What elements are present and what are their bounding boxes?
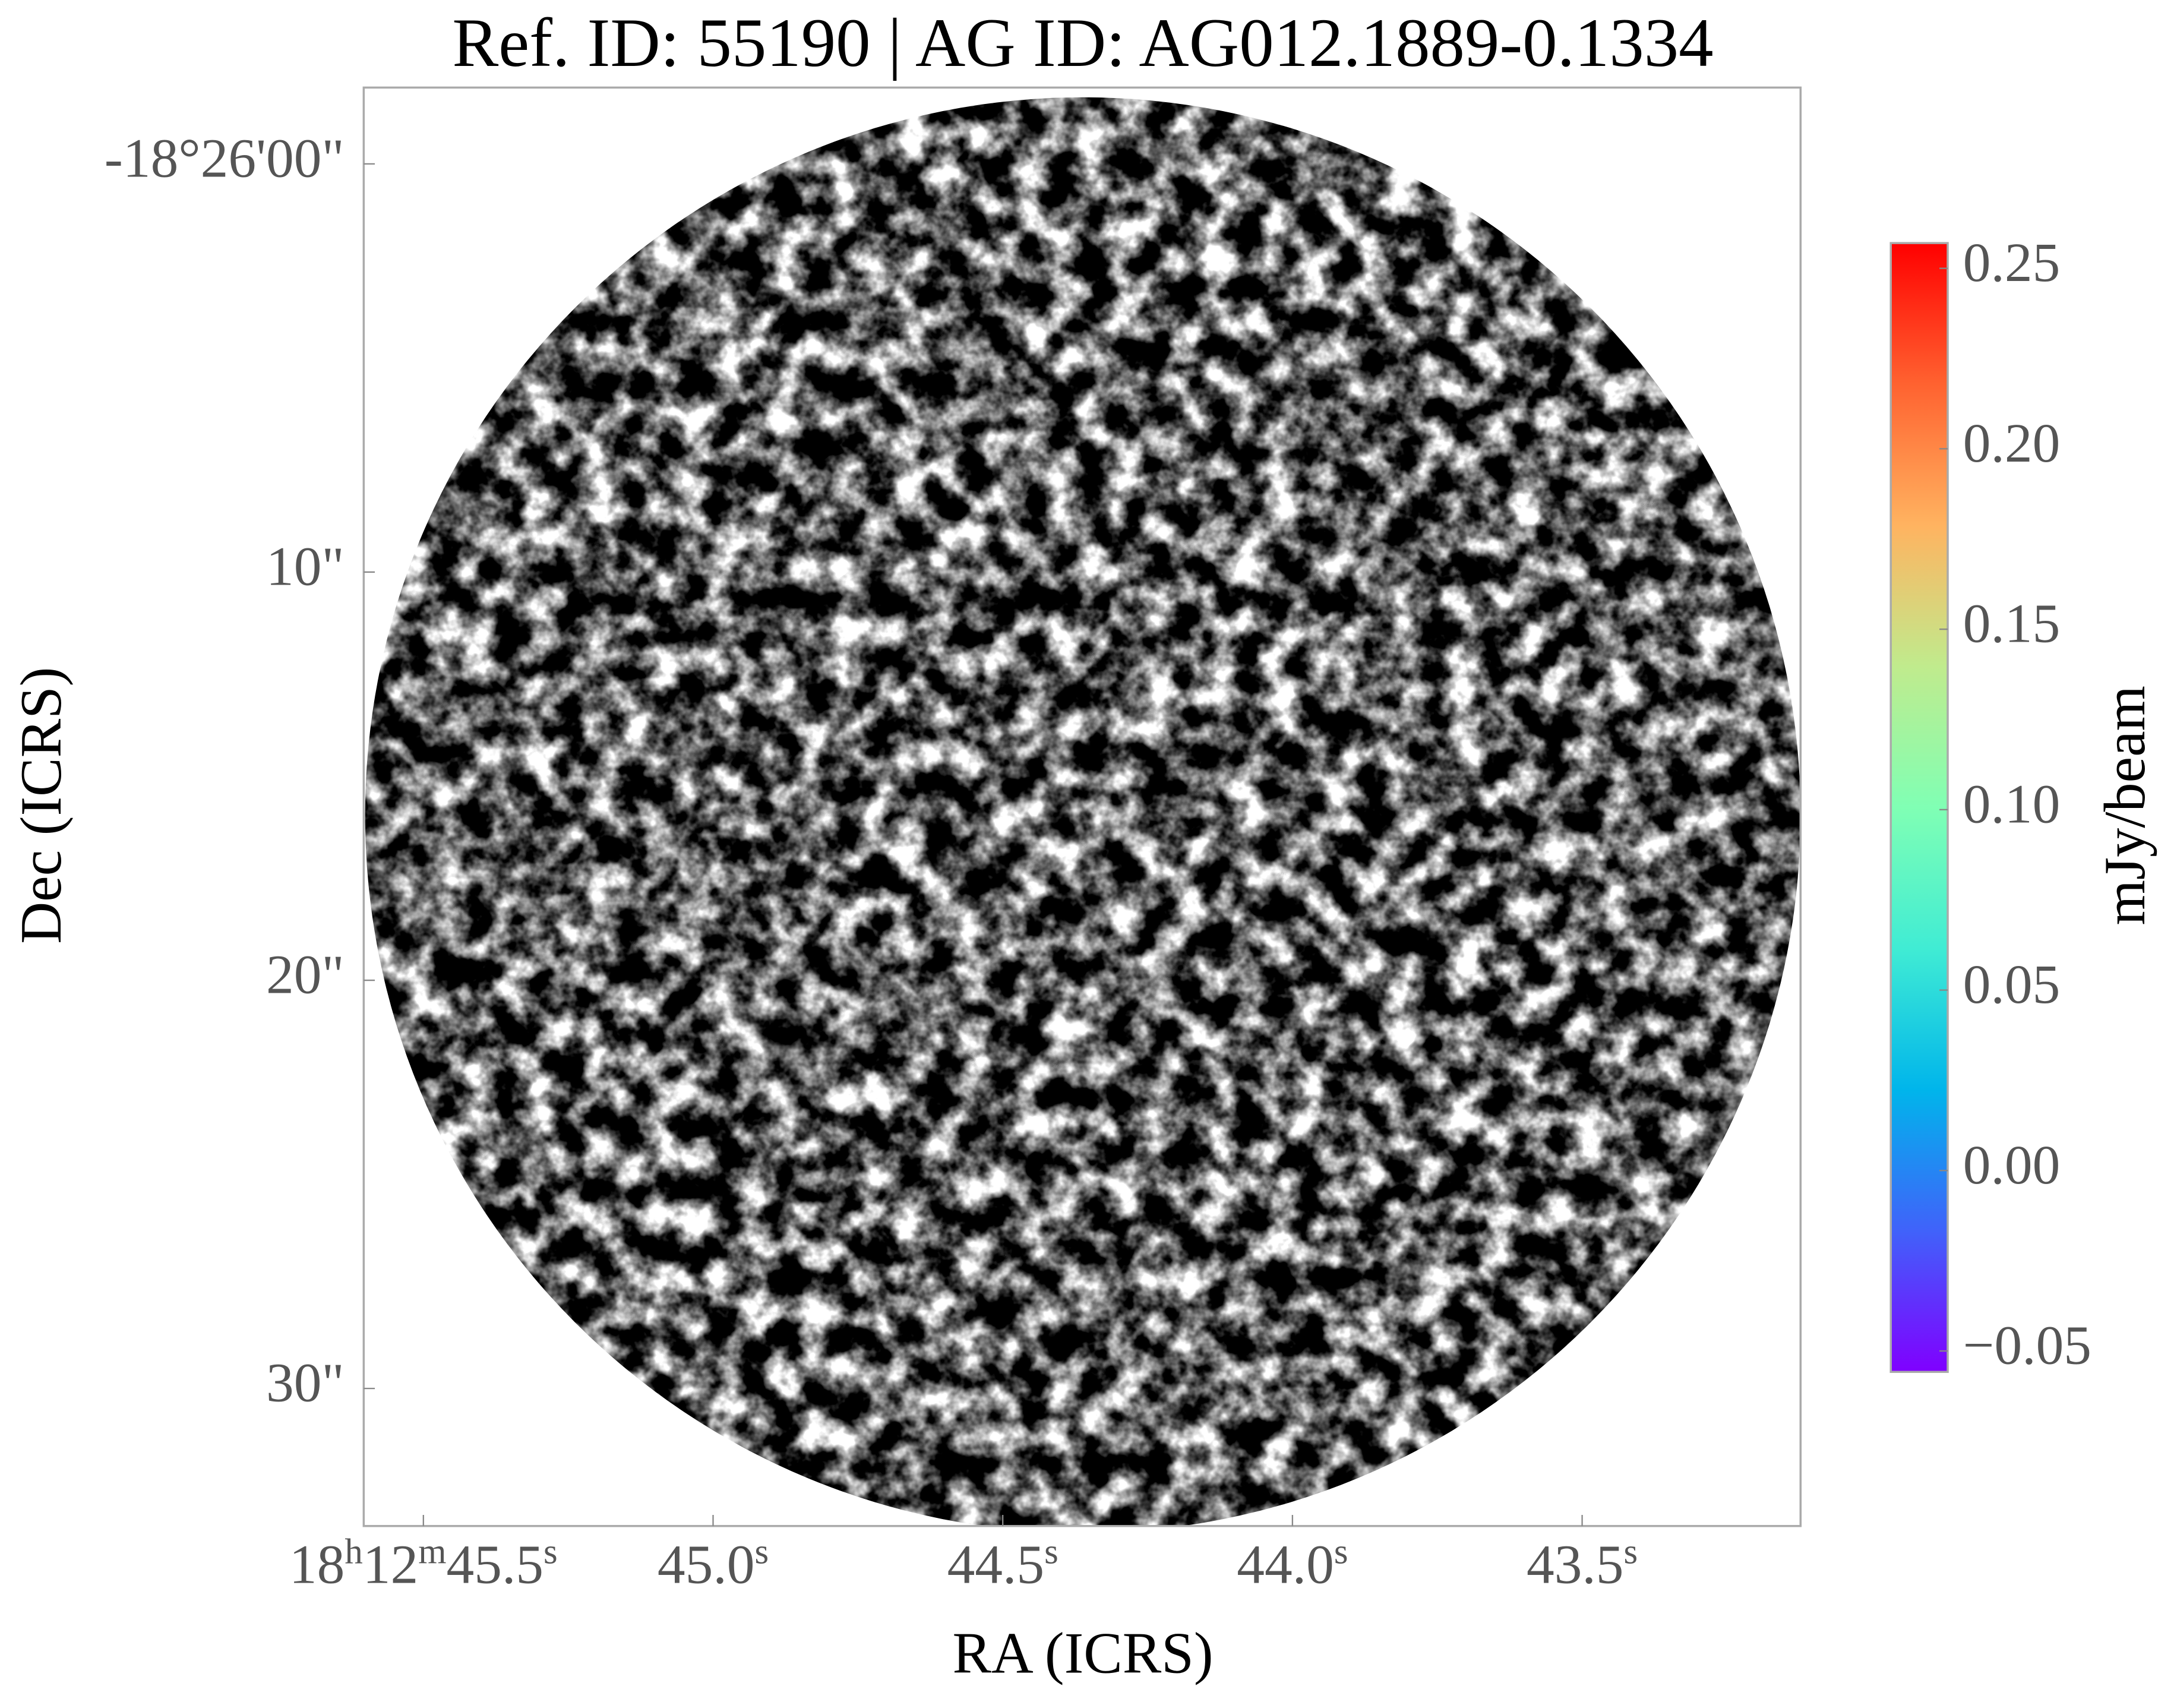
- colorbar-tick-label: −0.05: [1963, 1315, 2091, 1376]
- colorbar-tick-label: 0.00: [1963, 1135, 2061, 1196]
- colorbar-tick-label: 0.20: [1963, 413, 2061, 474]
- y-axis-label: Dec (ICRS): [10, 667, 74, 944]
- axes-frame: [362, 86, 1802, 1527]
- colorbar-tick-label: 0.05: [1963, 954, 2061, 1015]
- colorbar-tick-label: 0.25: [1963, 232, 2061, 293]
- x-tick-label: 44.5s: [947, 1532, 1058, 1596]
- y-tick-label: 10": [266, 536, 345, 597]
- colorbar-tick-label: 0.10: [1963, 774, 2061, 835]
- x-tick-label: 45.0s: [658, 1532, 769, 1596]
- colorbar-label: mJy/beam: [2093, 686, 2157, 925]
- chart-title: Ref. ID: 55190 | AG ID: AG012.1889-0.133…: [452, 5, 1713, 81]
- x-axis-label: RA (ICRS): [952, 1622, 1213, 1686]
- colorbar-tick-label: 0.15: [1963, 593, 2061, 655]
- y-tick-label: 30": [266, 1353, 345, 1414]
- map: [365, 97, 1801, 1526]
- y-tick-label: -18°26'00": [105, 128, 345, 189]
- colorbar: [1889, 242, 1949, 1374]
- x-tick-label: 18h12m45.5s: [289, 1532, 558, 1596]
- map-image: [365, 97, 1801, 1526]
- x-tick-label: 43.5s: [1527, 1532, 1638, 1596]
- x-tick-label: 44.0s: [1237, 1532, 1348, 1596]
- y-tick-label: 20": [266, 945, 345, 1006]
